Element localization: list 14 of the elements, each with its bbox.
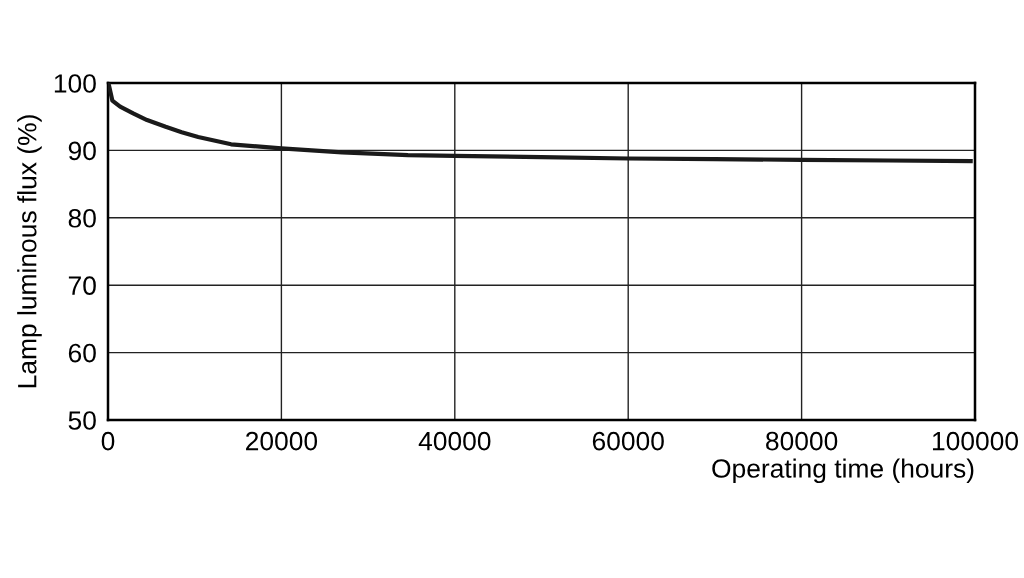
x-tick-label: 60000 [592,431,664,451]
y-axis-title: Lamp luminous flux (%) [17,115,42,388]
y-tick-label: 90 [68,141,96,161]
y-tick-label: 70 [68,276,96,296]
x-axis-title: Operating time (hours) [712,458,974,484]
y-tick-label: 80 [68,208,96,228]
y-tick-label: 60 [68,343,96,363]
x-tick-label: 40000 [418,431,491,451]
x-tick-label: 80000 [766,431,838,451]
y-tick-label: 50 [68,411,96,430]
y-tick-label: 100 [54,74,96,93]
x-tick-label: 20000 [246,431,318,451]
x-tick-label: 0 [101,431,115,451]
x-tick-label: 100000 [932,431,1018,451]
